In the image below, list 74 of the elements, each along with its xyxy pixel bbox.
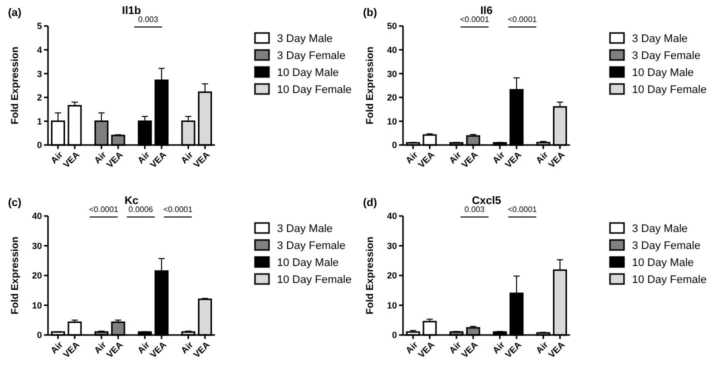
x-tick-label: VEA <box>148 339 169 360</box>
chart-subtitle: (b) <box>363 7 378 19</box>
x-tick-label: VEA <box>191 339 212 360</box>
legend-label: 10 Day Female <box>632 84 707 96</box>
y-tick-label: 30 <box>386 240 397 251</box>
legend-label: 3 Day Female <box>277 240 346 252</box>
y-axis-title: Fold Expression <box>365 46 376 124</box>
legend-label: 3 Day Male <box>632 32 688 45</box>
y-tick-label: 10 <box>32 300 42 310</box>
x-tick-label: VEA <box>503 149 524 170</box>
y-tick-label: 0 <box>36 330 42 340</box>
y-tick-label: 0 <box>36 140 42 150</box>
y-tick-label: 10 <box>386 300 397 310</box>
text: 0.003 <box>138 15 159 24</box>
chart-title: Kc <box>124 195 139 207</box>
y-axis-title: Fold Expression <box>10 46 21 124</box>
y-tick-label: 10 <box>386 116 397 126</box>
legend-label: 3 Day Female <box>277 50 346 62</box>
y-axis-title: Fold Expression <box>10 236 21 314</box>
y-tick-label: 20 <box>32 270 42 281</box>
legend-label: 3 Day Male <box>632 222 688 235</box>
legend-label: 10 Day Male <box>277 66 339 79</box>
legend-label: 10 Day Female <box>632 274 707 286</box>
y-tick-label: 2 <box>36 92 42 103</box>
x-tick-label: VEA <box>546 149 567 170</box>
x-tick-label: VEA <box>104 339 126 360</box>
legend-label: 10 Day Male <box>632 256 694 269</box>
legend-label: 10 Day Female <box>277 274 352 286</box>
x-tick-label: VEA <box>416 149 437 170</box>
text: <0.0001 <box>508 15 538 24</box>
text: <0.0001 <box>508 205 538 214</box>
y-tick-label: 0 <box>392 330 397 340</box>
y-tick-label: 0 <box>392 140 397 150</box>
legend-label: 3 Day Female <box>632 50 700 62</box>
text: 0.0006 <box>128 205 154 214</box>
x-tick-label: VEA <box>61 339 82 360</box>
text: <0.0001 <box>460 15 490 24</box>
y-tick-label: 1 <box>36 116 42 126</box>
y-tick-label: 5 <box>36 21 42 32</box>
y-tick-label: 40 <box>386 211 397 222</box>
text: <0.0001 <box>89 205 119 214</box>
x-tick-label: VEA <box>104 149 126 170</box>
x-tick-label: VEA <box>191 149 212 170</box>
x-tick-label: VEA <box>460 339 480 360</box>
legend-label: 10 Day Female <box>277 84 352 96</box>
y-tick-label: 20 <box>386 270 397 281</box>
y-tick-label: 40 <box>32 211 42 222</box>
legend-label: 3 Day Female <box>632 240 700 252</box>
x-tick-label: VEA <box>503 339 524 360</box>
y-axis-title: Fold Expression <box>365 236 376 314</box>
x-tick-label: VEA <box>416 339 437 360</box>
y-tick-label: 3 <box>36 68 42 79</box>
y-tick-label: 20 <box>386 92 397 103</box>
y-tick-label: 30 <box>386 68 397 79</box>
text: 0.003 <box>464 205 486 214</box>
chart-subtitle: (d) <box>363 197 378 209</box>
x-tick-label: VEA <box>460 149 480 170</box>
chart-title: Cxcl5 <box>472 195 502 207</box>
chart-subtitle: (a) <box>8 7 22 19</box>
chart-title: Il1b <box>122 5 142 17</box>
chart-title: Il6 <box>480 5 493 17</box>
x-tick-label: VEA <box>546 339 567 360</box>
legend-label: 10 Day Male <box>277 256 339 269</box>
y-tick-label: 40 <box>386 44 397 55</box>
y-tick-label: 50 <box>386 21 397 32</box>
text: <0.0001 <box>163 205 194 214</box>
legend-label: 3 Day Male <box>277 32 333 45</box>
x-tick-label: VEA <box>148 149 169 170</box>
legend-label: 10 Day Male <box>632 66 694 79</box>
x-tick-label: VEA <box>61 149 82 170</box>
y-tick-label: 30 <box>32 240 42 251</box>
legend-label: 3 Day Male <box>277 222 333 235</box>
chart-subtitle: (c) <box>8 197 22 209</box>
y-tick-label: 4 <box>36 44 42 55</box>
